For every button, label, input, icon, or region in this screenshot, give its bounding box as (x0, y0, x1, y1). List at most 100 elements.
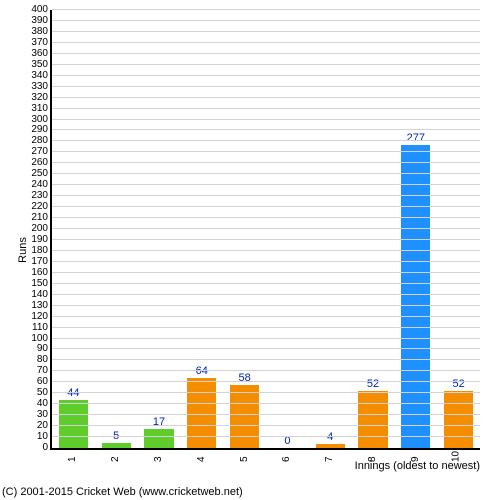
bar: 17 (144, 429, 173, 448)
grid-line (52, 195, 480, 196)
bar: 52 (358, 391, 387, 448)
grid-line (52, 184, 480, 185)
grid-line (52, 414, 480, 415)
x-tick-label: 7 (322, 456, 335, 462)
y-tick-label: 290 (31, 125, 52, 135)
grid-line (52, 206, 480, 207)
grid-line (52, 250, 480, 251)
y-tick-label: 320 (31, 93, 52, 103)
y-tick-label: 340 (31, 71, 52, 81)
grid-line (52, 316, 480, 317)
y-tick-label: 170 (31, 257, 52, 267)
grid-line (52, 31, 480, 32)
y-tick-label: 280 (31, 136, 52, 146)
y-tick-label: 160 (31, 268, 52, 278)
y-tick-label: 250 (31, 169, 52, 179)
y-tick-label: 360 (31, 49, 52, 59)
x-axis-title: Innings (oldest to newest) (355, 460, 480, 472)
y-tick-label: 90 (37, 344, 52, 354)
y-tick-label: 20 (37, 421, 52, 431)
y-tick-label: 110 (32, 323, 52, 333)
x-tick-label: 1 (66, 456, 79, 462)
bar-value-label: 4 (327, 431, 333, 444)
grid-line (52, 381, 480, 382)
grid-line (52, 119, 480, 120)
grid-line (52, 283, 480, 284)
bar-value-label: 52 (367, 378, 379, 391)
y-tick-label: 60 (37, 377, 52, 387)
y-tick-label: 150 (31, 279, 52, 289)
grid-line (52, 9, 480, 10)
grid-line (52, 261, 480, 262)
y-tick-label: 40 (37, 399, 52, 409)
bar-value-label: 277 (407, 132, 425, 145)
y-tick-label: 120 (31, 312, 52, 322)
y-tick-label: 380 (31, 27, 52, 37)
bar: 5 (102, 443, 131, 448)
grid-line (52, 64, 480, 65)
y-tick-label: 330 (31, 82, 52, 92)
grid-line (52, 108, 480, 109)
y-axis-title: Runs (17, 237, 29, 263)
y-tick-label: 260 (31, 158, 52, 168)
grid-line (52, 272, 480, 273)
grid-line (52, 239, 480, 240)
grid-line (52, 392, 480, 393)
y-tick-label: 400 (31, 5, 52, 15)
x-tick-label: 3 (151, 456, 164, 462)
grid-line (52, 162, 480, 163)
y-tick-label: 350 (31, 60, 52, 70)
grid-line (52, 42, 480, 43)
copyright-footer: (C) 2001-2015 Cricket Web (www.cricketwe… (2, 486, 243, 498)
y-tick-label: 100 (31, 334, 52, 344)
bar: 52 (444, 391, 473, 448)
bar-value-label: 52 (452, 378, 464, 391)
grid-line (52, 294, 480, 295)
y-tick-label: 50 (37, 388, 52, 398)
grid-line (52, 140, 480, 141)
grid-line (52, 348, 480, 349)
y-tick-label: 200 (31, 224, 52, 234)
y-tick-label: 240 (31, 180, 52, 190)
runs-by-innings-chart: Runs 445176458045227752 0102030405060708… (0, 0, 500, 500)
bar-value-label: 58 (238, 372, 250, 385)
grid-line (52, 97, 480, 98)
bar-value-label: 64 (196, 365, 208, 378)
x-tick-label: 5 (237, 456, 250, 462)
y-tick-label: 210 (31, 213, 52, 223)
y-tick-label: 270 (31, 147, 52, 157)
y-tick-label: 300 (31, 115, 52, 125)
grid-line (52, 86, 480, 87)
y-tick-label: 370 (31, 38, 52, 48)
grid-line (52, 370, 480, 371)
grid-line (52, 436, 480, 437)
grid-line (52, 75, 480, 76)
y-tick-label: 10 (37, 432, 52, 442)
y-tick-label: 80 (37, 355, 52, 365)
bar: 64 (187, 378, 216, 448)
grid-line (52, 20, 480, 21)
grid-line (52, 129, 480, 130)
plot-area: 445176458045227752 010203040506070809010… (50, 10, 480, 450)
bar-value-label: 44 (67, 387, 79, 400)
y-tick-label: 140 (31, 290, 52, 300)
x-tick-label: 2 (108, 456, 121, 462)
grid-line (52, 53, 480, 54)
bar: 58 (230, 385, 259, 449)
x-tick-label: 4 (194, 456, 207, 462)
y-tick-label: 70 (37, 366, 52, 376)
grid-line (52, 217, 480, 218)
grid-line (52, 359, 480, 360)
grid-line (52, 173, 480, 174)
bar-value-label: 17 (153, 416, 165, 429)
grid-line (52, 327, 480, 328)
y-tick-label: 390 (31, 16, 52, 26)
y-tick-label: 30 (37, 410, 52, 420)
y-tick-label: 0 (42, 443, 52, 453)
grid-line (52, 425, 480, 426)
y-tick-label: 190 (31, 235, 52, 245)
bar: 44 (59, 400, 88, 448)
y-tick-label: 130 (31, 301, 52, 311)
grid-line (52, 228, 480, 229)
grid-line (52, 151, 480, 152)
